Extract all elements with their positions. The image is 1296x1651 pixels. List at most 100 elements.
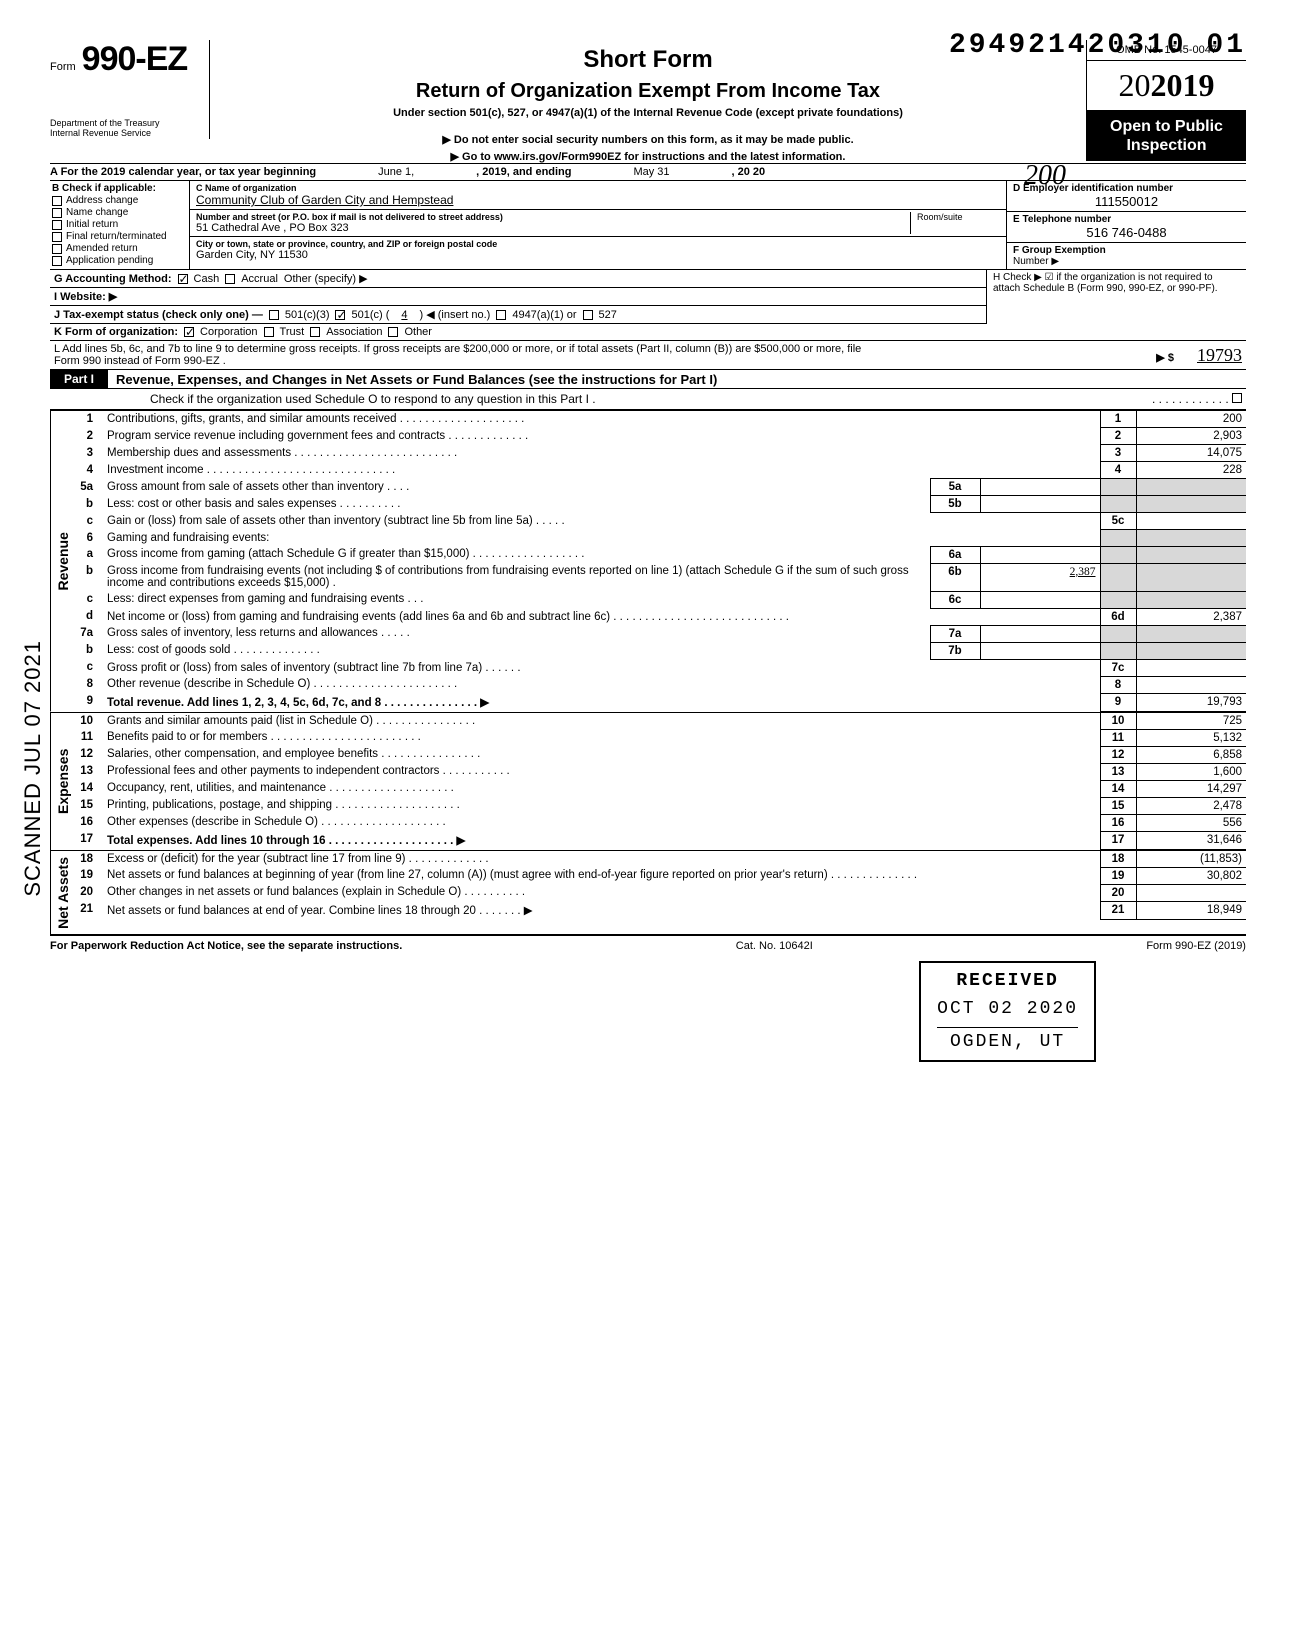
checkbox-accrual[interactable] (225, 274, 235, 284)
row-g: G Accounting Method: Cash Accrual Other … (50, 270, 986, 288)
line-10: 10Grants and similar amounts paid (list … (75, 713, 1246, 730)
form-number: 990-EZ (82, 40, 188, 79)
footer: For Paperwork Reduction Act Notice, see … (50, 934, 1246, 952)
row-h: H Check ▶ ☑ if the organization is not r… (986, 270, 1246, 324)
line-11: 11Benefits paid to or for members . . . … (75, 729, 1246, 746)
stamp-date: OCT 02 2020 (937, 999, 1078, 1019)
doc-id: 294921420310 01 (949, 30, 1246, 61)
checkbox-icon[interactable] (52, 208, 62, 218)
chk-amended[interactable]: Amended return (52, 243, 187, 254)
city-label: City or town, state or province, country… (196, 239, 497, 249)
netassets-section: Net Assets 18Excess or (deficit) for the… (50, 850, 1246, 935)
stamp-location: OGDEN, UT (937, 1027, 1078, 1052)
b-header: B Check if applicable: (52, 183, 187, 194)
l-arrow: ▶ $ (1156, 352, 1174, 364)
line-5a: 5aGross amount from sale of assets other… (75, 479, 1246, 496)
handwritten-200: 200 (1024, 160, 1066, 192)
part1-header: Part I Revenue, Expenses, and Changes in… (50, 370, 1246, 389)
form-ref: Form 990-EZ (2019) (1146, 940, 1246, 952)
checkbox-icon[interactable] (52, 256, 62, 266)
row-j: J Tax-exempt status (check only one) — 5… (50, 306, 986, 324)
year-end: May 31 (572, 166, 732, 178)
revenue-table: 1Contributions, gifts, grants, and simil… (75, 411, 1246, 712)
checkbox-527[interactable] (583, 310, 593, 320)
col-d-ein: D Employer identification number 1115500… (1006, 181, 1246, 269)
expenses-section: Expenses 10Grants and similar amounts pa… (50, 712, 1246, 850)
line-13: 13Professional fees and other payments t… (75, 763, 1246, 780)
checkbox-cash[interactable] (178, 274, 188, 284)
identity-block: B Check if applicable: Address change Na… (50, 181, 1246, 270)
checkbox-icon[interactable] (52, 232, 62, 242)
line-6d: dNet income or (loss) from gaming and fu… (75, 608, 1246, 625)
checkbox-other[interactable] (388, 327, 398, 337)
expenses-side-label: Expenses (50, 713, 75, 850)
chk-initial[interactable]: Initial return (52, 219, 187, 230)
line-7c: cGross profit or (loss) from sales of in… (75, 659, 1246, 676)
line-4: 4Investment income . . . . . . . . . . .… (75, 462, 1246, 479)
501c-num: 4 (395, 309, 413, 321)
revenue-side-label: Revenue (50, 411, 75, 712)
paperwork-notice: For Paperwork Reduction Act Notice, see … (50, 940, 402, 952)
scanned-stamp: SCANNED JUL 07 2021 (20, 640, 46, 897)
g-label: G Accounting Method: (54, 273, 172, 285)
row-k: K Form of organization: Corporation Trus… (50, 324, 1246, 341)
open-to-public: Open to Public Inspection (1087, 111, 1246, 161)
checkbox-schedule-o[interactable] (1232, 393, 1242, 403)
part1-check: Check if the organization used Schedule … (50, 389, 1246, 410)
expenses-table: 10Grants and similar amounts paid (list … (75, 713, 1246, 850)
year-begin: June 1, (316, 166, 476, 178)
line-6b: bGross income from fundraising events (n… (75, 563, 1246, 591)
tax-year: 202019 (1087, 61, 1246, 111)
form-left-block: Form 990-EZ Department of the Treasury I… (50, 40, 210, 139)
chk-pending[interactable]: Application pending (52, 255, 187, 266)
room-suite-label: Room/suite (910, 212, 1000, 234)
org-name-label: C Name of organization (196, 183, 297, 193)
stamp-received: RECEIVED (937, 971, 1078, 991)
line-17: 17Total expenses. Add lines 10 through 1… (75, 831, 1246, 849)
checkbox-501c[interactable] (335, 310, 345, 320)
line-a: A For the 2019 calendar year, or tax yea… (50, 163, 1246, 181)
checkbox-icon[interactable] (52, 244, 62, 254)
line-6a: aGross income from gaming (attach Schedu… (75, 546, 1246, 563)
website-label: I Website: ▶ (54, 290, 117, 303)
checkbox-4947[interactable] (496, 310, 506, 320)
return-title: Return of Organization Exempt From Incom… (220, 80, 1076, 103)
line-5c: cGain or (loss) from sale of assets othe… (75, 513, 1246, 530)
checkbox-501c3[interactable] (269, 310, 279, 320)
form-word: Form (50, 61, 76, 73)
k-label: K Form of organization: (54, 326, 178, 338)
revenue-section: Revenue 1Contributions, gifts, grants, a… (50, 410, 1246, 712)
line-12: 12Salaries, other compensation, and empl… (75, 746, 1246, 763)
under-section: Under section 501(c), 527, or 4947(a)(1)… (220, 107, 1076, 119)
chk-address[interactable]: Address change (52, 195, 187, 206)
checkbox-icon[interactable] (52, 196, 62, 206)
line-5b: bLess: cost or other basis and sales exp… (75, 496, 1246, 513)
netassets-side-label: Net Assets (50, 851, 75, 935)
line-20: 20Other changes in net assets or fund ba… (75, 884, 1246, 901)
checkbox-corp[interactable] (184, 327, 194, 337)
checkbox-trust[interactable] (264, 327, 274, 337)
cat-no: Cat. No. 10642I (736, 940, 813, 952)
line-a-pre: A For the 2019 calendar year, or tax yea… (50, 166, 316, 178)
street-address: 51 Cathedral Ave , PO Box 323 (196, 222, 910, 234)
chk-final[interactable]: Final return/terminated (52, 231, 187, 242)
line-2: 2Program service revenue including gover… (75, 428, 1246, 445)
line-6c: cLess: direct expenses from gaming and f… (75, 591, 1246, 608)
line-a-post: , 20 20 (732, 166, 766, 178)
line-a-mid: , 2019, and ending (476, 166, 571, 178)
chk-name[interactable]: Name change (52, 207, 187, 218)
line-7a: 7aGross sales of inventory, less returns… (75, 625, 1246, 642)
phone-value: 516 746-0488 (1013, 225, 1240, 240)
checkbox-assoc[interactable] (310, 327, 320, 337)
goto-url: ▶ Go to www.irs.gov/Form990EZ for instru… (220, 150, 1076, 163)
line-15: 15Printing, publications, postage, and s… (75, 797, 1246, 814)
checkbox-icon[interactable] (52, 220, 62, 230)
line-6: 6Gaming and fundraising events: (75, 530, 1246, 547)
org-name: Community Club of Garden City and Hempst… (196, 193, 453, 207)
short-form-title: Short Form (220, 46, 1076, 74)
street-label: Number and street (or P.O. box if mail i… (196, 212, 910, 222)
group-exempt-label: F Group Exemption (1013, 245, 1240, 256)
h-text: H Check ▶ ☑ if the organization is not r… (993, 272, 1218, 294)
netassets-table: 18Excess or (deficit) for the year (subt… (75, 851, 1246, 920)
ssn-warning: ▶ Do not enter social security numbers o… (220, 133, 1076, 146)
